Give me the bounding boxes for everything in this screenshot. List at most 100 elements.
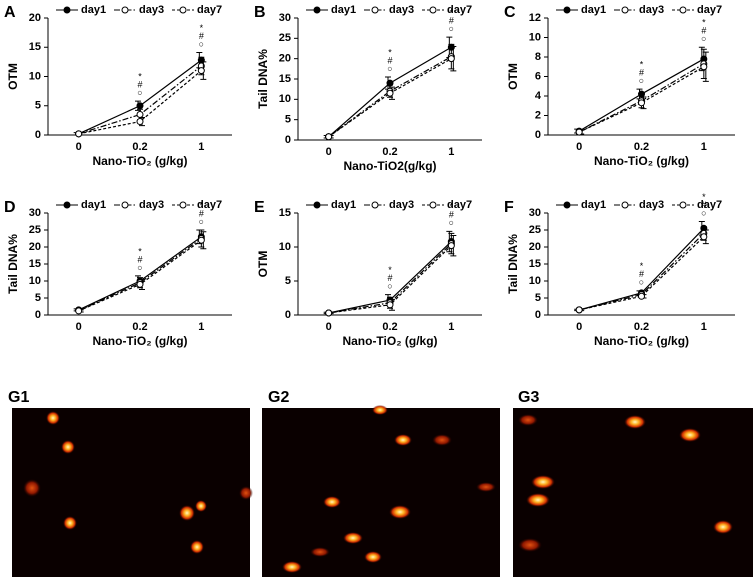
y-tick-label: 6 (535, 70, 541, 82)
legend-label: day7 (447, 199, 472, 211)
y-tick-label: 20 (529, 241, 541, 253)
data-point (386, 89, 394, 97)
significance-mark: * (138, 246, 142, 256)
x-tick-label: 0 (326, 321, 332, 333)
chart: C 0 2 4 6 8 10 12 0 0.2 1 Nano-TiO₂ (g/kg) OTM day1 da… (504, 4, 735, 168)
significance-mark: # (449, 210, 454, 220)
y-tick-label: 20 (29, 241, 41, 253)
data-point (197, 236, 205, 244)
significance-mark: ○ (199, 216, 204, 226)
panel-label: F (504, 199, 514, 216)
data-point (136, 111, 144, 119)
legend-marker (63, 6, 71, 14)
data-point (447, 55, 455, 63)
y-tick-label: 8 (535, 51, 541, 63)
micrograph (513, 408, 753, 577)
legend-marker (371, 6, 379, 14)
y-axis-label: OTM (506, 63, 520, 90)
panel-label: C (504, 4, 516, 21)
y-tick-label: 5 (285, 114, 291, 126)
legend-marker (621, 201, 629, 209)
significance-mark: ○ (137, 262, 142, 272)
y-axis-label: Tail DNA% (256, 49, 270, 109)
significance-mark: * (450, 202, 454, 212)
y-tick-label: 10 (29, 275, 41, 287)
significance-mark: # (387, 55, 392, 65)
significance-mark: * (450, 7, 454, 17)
panel-label: A (4, 4, 16, 21)
y-tick-label: 0 (285, 134, 291, 146)
panel-label: B (254, 4, 266, 21)
y-tick-label: 5 (535, 292, 541, 304)
data-point (75, 307, 83, 315)
x-tick-label: 0.2 (132, 141, 147, 153)
x-tick-label: 0.2 (634, 141, 649, 153)
y-tick-label: 0 (535, 309, 541, 321)
data-point (447, 242, 455, 250)
y-tick-label: 10 (529, 31, 541, 43)
x-tick-label: 0 (76, 321, 82, 333)
y-tick-label: 15 (279, 73, 291, 85)
data-point (575, 306, 583, 314)
data-point (638, 99, 645, 107)
y-tick-label: 30 (529, 207, 541, 219)
x-axis-label: Nano-TiO₂ (g/kg) (342, 334, 437, 348)
legend-marker (63, 201, 71, 209)
chart: D 0 5 10 15 20 25 30 0 0.2 1 Nano-TiO₂ (g/kg) Tail D… (4, 199, 232, 348)
legend-label: day3 (389, 199, 414, 211)
y-tick-label: 10 (529, 275, 541, 287)
micrograph-label: G3 (518, 389, 539, 406)
legend-marker (621, 6, 629, 14)
x-tick-label: 0 (326, 146, 332, 158)
significance-mark: ○ (639, 277, 644, 287)
significance-mark: ○ (137, 87, 142, 97)
significance-mark: # (199, 31, 204, 41)
legend-marker (313, 6, 321, 14)
y-tick-label: 20 (29, 12, 41, 24)
significance-mark: # (701, 200, 706, 210)
x-tick-label: 1 (701, 141, 707, 153)
significance-mark: # (639, 68, 644, 78)
y-tick-label: 15 (279, 207, 291, 219)
x-tick-label: 0 (76, 141, 82, 153)
y-tick-label: 0 (285, 309, 291, 321)
x-tick-label: 0 (576, 141, 582, 153)
series-line (578, 66, 705, 133)
data-point (386, 301, 394, 309)
x-tick-label: 0.2 (382, 146, 397, 158)
y-axis-label: OTM (256, 251, 270, 278)
significance-mark: ○ (701, 34, 706, 44)
legend-marker (179, 6, 187, 14)
y-tick-label: 10 (29, 70, 41, 82)
y-tick-label: 25 (529, 224, 541, 236)
legend-marker (179, 201, 187, 209)
chart: E 0 5 10 15 0 0.2 1 Nano-TiO₂ (g/kg) OTM day1 day3 d… (254, 199, 482, 348)
significance-mark: ○ (701, 208, 706, 218)
y-axis-label: Tail DNA% (506, 234, 520, 294)
legend-label: day1 (331, 199, 356, 211)
data-point (325, 309, 333, 317)
y-tick-label: 5 (285, 275, 291, 287)
series-line (579, 236, 705, 311)
chart: A 0 5 10 15 20 0 0.2 1 Nano-TiO₂ (g/kg) OTM day1 day… (4, 4, 232, 168)
significance-mark: * (200, 23, 204, 33)
legend-label: day7 (697, 4, 722, 16)
data-point (325, 133, 333, 141)
significance-mark: ○ (387, 281, 392, 291)
significance-mark: * (702, 192, 706, 202)
micrograph-label: G1 (8, 389, 29, 406)
legend-label: day7 (697, 199, 722, 211)
significance-mark: # (137, 79, 142, 89)
legend-label: day1 (81, 199, 106, 211)
significance-mark: * (138, 71, 142, 81)
series-line (78, 65, 202, 135)
legend-marker (679, 6, 687, 14)
y-tick-label: 30 (279, 12, 291, 24)
legend-label: day3 (139, 199, 164, 211)
data-point (700, 63, 708, 71)
significance-mark: * (388, 265, 392, 275)
legend-marker (313, 201, 321, 209)
y-tick-label: 4 (535, 90, 542, 102)
panel-label: D (4, 199, 16, 216)
panel-label: E (254, 199, 265, 216)
